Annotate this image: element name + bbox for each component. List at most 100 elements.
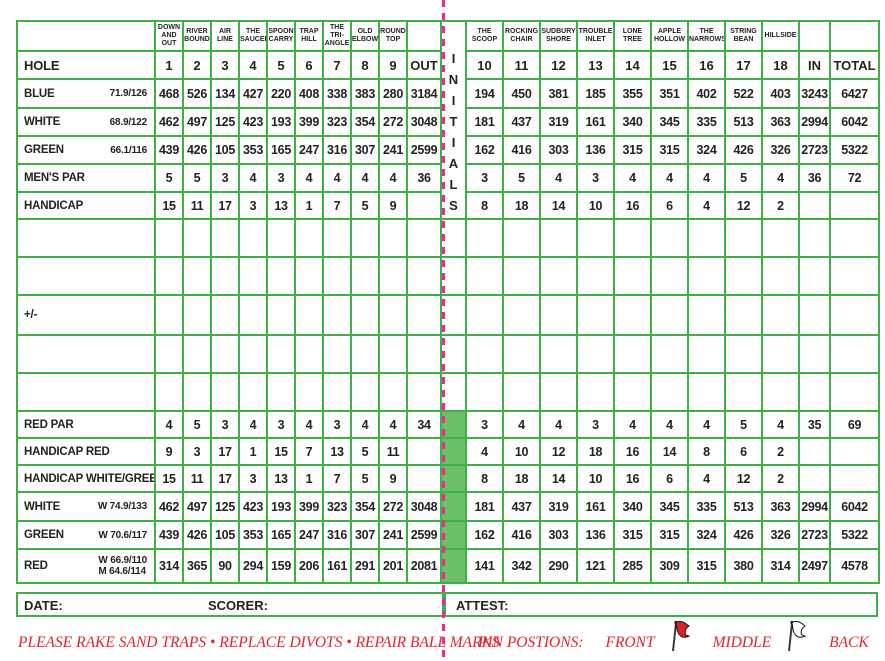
score-entry-cell[interactable] [294, 218, 324, 258]
score-entry-cell[interactable] [613, 372, 652, 412]
score-entry-cell[interactable] [539, 372, 578, 412]
score-entry-cell[interactable] [406, 372, 442, 412]
score-entry-cell[interactable] [322, 334, 352, 374]
score-entry-cell[interactable] [465, 218, 504, 258]
score-entry-cell[interactable] [406, 256, 442, 296]
score-entry-cell[interactable] [724, 294, 763, 336]
score-entry-cell[interactable] [576, 256, 615, 296]
score-entry-cell[interactable] [182, 218, 212, 258]
score-entry-cell[interactable] [502, 294, 541, 336]
score-entry-cell[interactable] [650, 294, 689, 336]
score-entry-cell[interactable] [266, 218, 296, 258]
attest-field[interactable]: ATTEST: [456, 598, 509, 613]
score-entry-cell[interactable] [798, 334, 831, 374]
score-entry-cell[interactable] [650, 334, 689, 374]
score-entry-cell[interactable] [502, 256, 541, 296]
score-entry-cell[interactable] [761, 334, 800, 374]
score-entry-cell[interactable] [502, 334, 541, 374]
player-name-cell[interactable] [16, 372, 156, 412]
score-entry-cell[interactable] [829, 372, 880, 412]
score-entry-cell[interactable] [650, 256, 689, 296]
scorer-field[interactable]: SCORER: [208, 598, 268, 613]
score-entry-cell[interactable] [378, 218, 408, 258]
score-entry-cell[interactable] [182, 294, 212, 336]
score-entry-cell[interactable] [687, 256, 726, 296]
score-entry-cell[interactable] [724, 372, 763, 412]
score-entry-cell[interactable] [576, 218, 615, 258]
score-entry-cell[interactable] [761, 294, 800, 336]
score-entry-cell[interactable] [613, 334, 652, 374]
score-entry-cell[interactable] [238, 334, 268, 374]
score-entry-cell[interactable] [378, 334, 408, 374]
score-entry-cell[interactable] [798, 372, 831, 412]
score-entry-cell[interactable] [502, 372, 541, 412]
score-entry-cell[interactable] [539, 256, 578, 296]
score-entry-cell[interactable] [294, 372, 324, 412]
score-entry-cell[interactable] [650, 372, 689, 412]
score-entry-cell[interactable] [350, 334, 380, 374]
score-entry-cell[interactable] [539, 218, 578, 258]
score-entry-cell[interactable] [210, 334, 240, 374]
score-entry-cell[interactable] [687, 334, 726, 374]
score-entry-cell[interactable] [238, 372, 268, 412]
score-entry-cell[interactable] [539, 294, 578, 336]
score-entry-cell[interactable] [294, 294, 324, 336]
score-entry-cell[interactable] [182, 334, 212, 374]
score-entry-cell[interactable] [761, 218, 800, 258]
score-entry-cell[interactable] [406, 294, 442, 336]
score-entry-cell[interactable] [238, 294, 268, 336]
score-entry-cell[interactable] [322, 294, 352, 336]
score-entry-cell[interactable] [761, 372, 800, 412]
score-entry-cell[interactable] [266, 256, 296, 296]
score-entry-cell[interactable] [613, 256, 652, 296]
score-entry-cell[interactable] [576, 294, 615, 336]
score-entry-cell[interactable] [266, 294, 296, 336]
score-entry-cell[interactable] [465, 256, 504, 296]
score-entry-cell[interactable] [465, 294, 504, 336]
player-name-cell[interactable]: +/- [16, 294, 156, 336]
score-entry-cell[interactable] [613, 294, 652, 336]
score-entry-cell[interactable] [798, 256, 831, 296]
score-entry-cell[interactable] [294, 334, 324, 374]
score-entry-cell[interactable] [154, 218, 184, 258]
score-entry-cell[interactable] [406, 218, 442, 258]
score-entry-cell[interactable] [829, 218, 880, 258]
score-entry-cell[interactable] [687, 372, 726, 412]
score-entry-cell[interactable] [724, 218, 763, 258]
score-entry-cell[interactable] [210, 372, 240, 412]
score-entry-cell[interactable] [829, 334, 880, 374]
score-entry-cell[interactable] [798, 218, 831, 258]
score-entry-cell[interactable] [576, 372, 615, 412]
score-entry-cell[interactable] [613, 218, 652, 258]
score-entry-cell[interactable] [829, 256, 880, 296]
score-entry-cell[interactable] [378, 256, 408, 296]
score-entry-cell[interactable] [378, 372, 408, 412]
score-entry-cell[interactable] [238, 218, 268, 258]
score-entry-cell[interactable] [266, 372, 296, 412]
score-entry-cell[interactable] [576, 334, 615, 374]
score-entry-cell[interactable] [182, 256, 212, 296]
score-entry-cell[interactable] [539, 334, 578, 374]
score-entry-cell[interactable] [154, 294, 184, 336]
score-entry-cell[interactable] [406, 334, 442, 374]
score-entry-cell[interactable] [724, 256, 763, 296]
score-entry-cell[interactable] [322, 256, 352, 296]
score-entry-cell[interactable] [829, 294, 880, 336]
score-entry-cell[interactable] [350, 294, 380, 336]
score-entry-cell[interactable] [798, 294, 831, 336]
score-entry-cell[interactable] [465, 372, 504, 412]
score-entry-cell[interactable] [724, 334, 763, 374]
score-entry-cell[interactable] [322, 218, 352, 258]
score-entry-cell[interactable] [154, 256, 184, 296]
score-entry-cell[interactable] [350, 372, 380, 412]
score-entry-cell[interactable] [154, 334, 184, 374]
score-entry-cell[interactable] [294, 256, 324, 296]
score-entry-cell[interactable] [378, 294, 408, 336]
score-entry-cell[interactable] [210, 218, 240, 258]
score-entry-cell[interactable] [502, 218, 541, 258]
date-field[interactable]: DATE: [24, 598, 63, 613]
score-entry-cell[interactable] [210, 256, 240, 296]
player-name-cell[interactable] [16, 256, 156, 296]
score-entry-cell[interactable] [182, 372, 212, 412]
score-entry-cell[interactable] [266, 334, 296, 374]
